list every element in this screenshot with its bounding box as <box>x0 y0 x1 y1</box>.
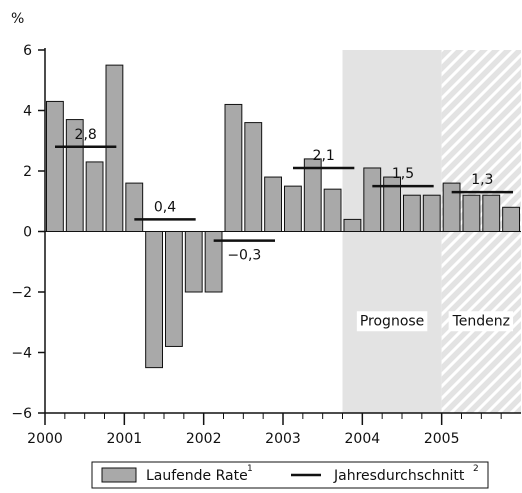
bar <box>145 231 164 369</box>
bar <box>125 182 144 233</box>
bar-series <box>46 64 520 369</box>
region-label-bg-1 <box>356 311 428 332</box>
y-tick-label: −4 <box>11 346 32 362</box>
y-axis: 6 4 2 0 −2 −4 −6 <box>11 43 46 422</box>
x-tick-label: 2002 <box>186 431 222 447</box>
bar <box>204 231 223 293</box>
legend: Laufende Rate 1 Jahresdurchschnitt 2 <box>91 461 489 489</box>
y-tick-label: 6 <box>23 43 32 59</box>
average-series: 2,8 0,4 −0,3 2,1 1,5 1,3 <box>55 127 513 264</box>
region-label-bg-2 <box>448 311 514 332</box>
legend-bar-label: Laufende Rate <box>146 468 248 484</box>
x-tick-label: 2005 <box>424 431 460 447</box>
bar <box>224 103 243 232</box>
bar <box>284 185 302 232</box>
average-label: −0,3 <box>227 248 261 264</box>
bar <box>244 122 263 232</box>
legend-line-label: Jahresdurchschnitt <box>333 468 465 484</box>
bar <box>422 194 441 232</box>
bar <box>46 100 64 232</box>
x-tick-label: 2004 <box>345 431 381 447</box>
y-tick-label: 4 <box>23 104 32 120</box>
y-tick-label: −2 <box>11 285 32 301</box>
y-tick-label: 2 <box>23 164 32 180</box>
legend-bar-superscript: 1 <box>247 464 253 474</box>
region-label-1: Prognose <box>360 313 424 329</box>
bar <box>343 218 362 232</box>
bar <box>502 206 520 233</box>
bar <box>323 188 342 232</box>
bar <box>482 194 501 232</box>
bar <box>462 194 481 232</box>
average-label: 2,8 <box>75 127 97 143</box>
legend-line-superscript: 2 <box>473 464 479 474</box>
region-labels: Prognose Tendenz <box>356 311 514 332</box>
average-label: 1,5 <box>392 166 414 182</box>
x-axis: 2000 2001 2002 2003 2004 2005 <box>27 231 521 447</box>
bar <box>303 158 322 232</box>
y-tick-label: 0 <box>23 225 32 241</box>
x-tick-label: 2003 <box>265 431 301 447</box>
bar <box>105 64 124 232</box>
bar <box>403 194 421 232</box>
x-tick-label: 2000 <box>27 431 63 447</box>
bar <box>363 167 382 233</box>
unit-label: % <box>11 11 24 27</box>
x-tick-label: 2001 <box>107 431 143 447</box>
legend-box <box>91 461 489 489</box>
average-label: 1,3 <box>471 172 493 188</box>
region-label-2: Tendenz <box>452 313 510 329</box>
y-tick-label: −6 <box>11 406 32 422</box>
bar <box>264 176 282 233</box>
bar <box>442 182 461 233</box>
bar <box>85 161 104 232</box>
bar <box>165 231 183 347</box>
bar <box>184 231 203 293</box>
bar <box>383 176 401 233</box>
average-label: 0,4 <box>154 199 176 215</box>
legend-bar-swatch <box>101 467 137 483</box>
average-label: 2,1 <box>313 148 335 164</box>
